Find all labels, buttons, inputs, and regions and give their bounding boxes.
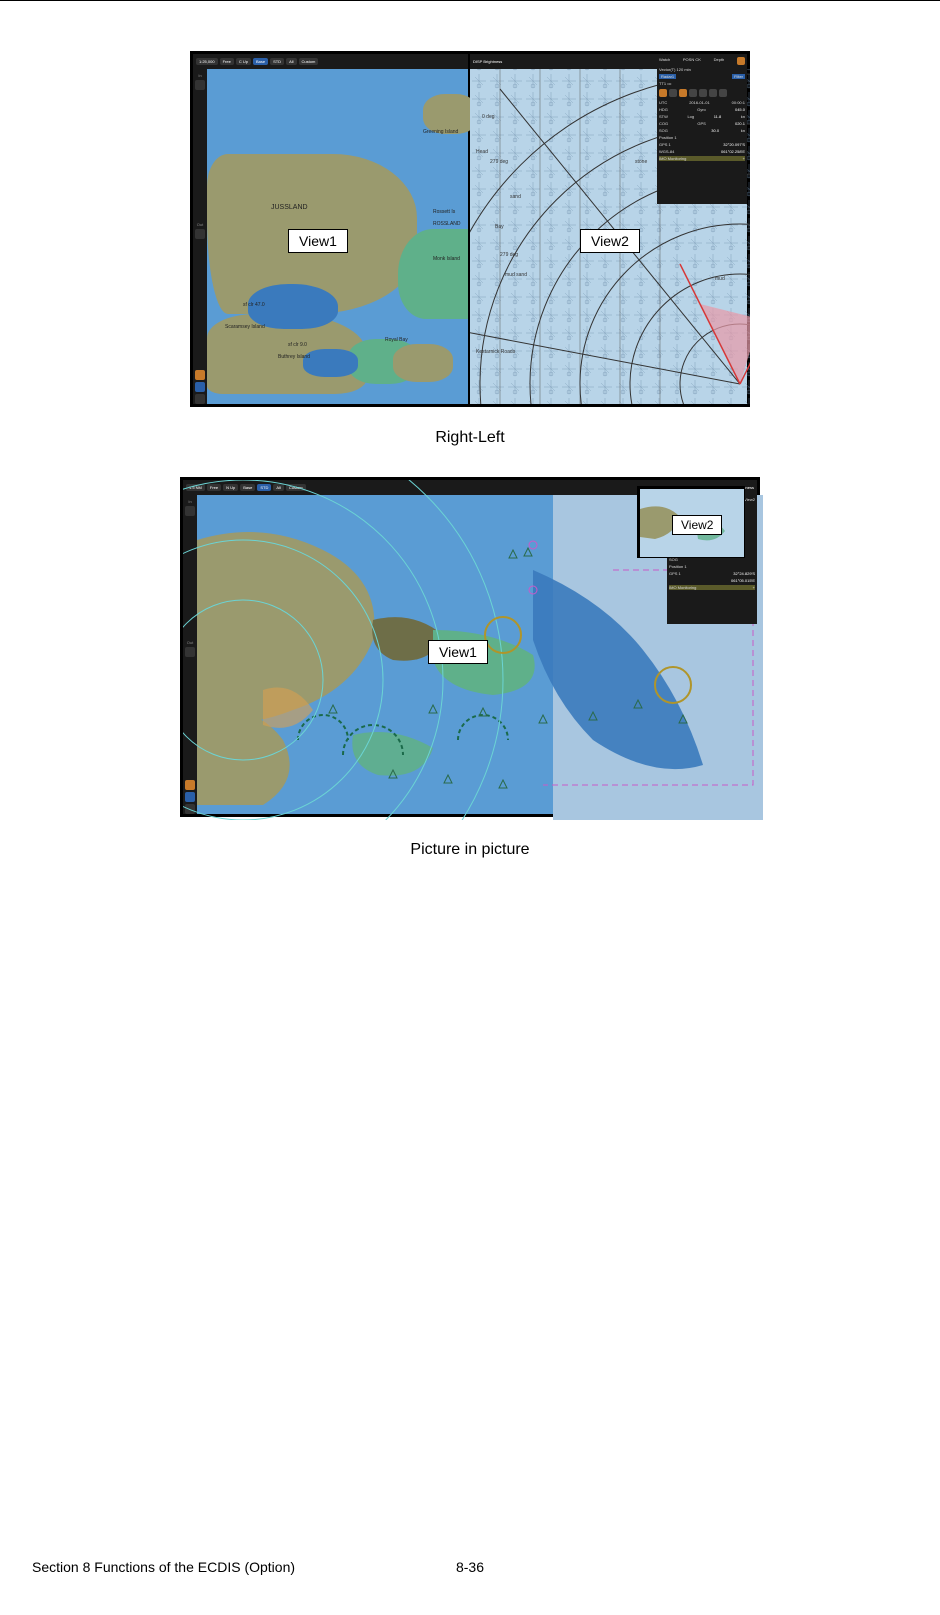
pip-gps[interactable]: GPS 1 xyxy=(669,571,681,576)
posnchk-label[interactable]: POSN CK xyxy=(683,57,701,65)
label-depth2: sf clr 9.0 xyxy=(288,342,307,348)
figure1-caption: Right-Left xyxy=(32,429,908,447)
view1-menubar: 1:25,000 Free C Up Base STD All Custom xyxy=(193,54,468,69)
cog-val: 020.1 xyxy=(735,121,745,126)
figure2-caption: Picture in picture xyxy=(32,841,908,859)
picture-in-picture-inset: View2 xyxy=(637,486,745,558)
menu-std[interactable]: STD xyxy=(270,58,284,65)
label-stone: stone xyxy=(635,159,647,165)
gps-lbl[interactable]: GPS 1 xyxy=(659,142,671,147)
label-sand1: sand xyxy=(510,194,521,200)
figure-right-left: 1:25,000 Free C Up Base STD All Custom I… xyxy=(190,51,750,407)
menu-free[interactable]: Free xyxy=(220,58,234,65)
label-depth1: sf clr 47.0 xyxy=(243,302,265,308)
time-value: 00:00:1 xyxy=(732,100,745,105)
mode-btn-1[interactable] xyxy=(659,89,667,97)
cog-lbl: COG xyxy=(659,121,668,126)
pip-position1: Position 1 xyxy=(669,564,687,569)
view2-label: View2 xyxy=(580,229,640,253)
label-rossett: Rossett Is xyxy=(433,209,455,215)
label-head: Head xyxy=(476,149,488,155)
label-greening: Greening Island xyxy=(423,129,458,135)
label-jussland: JUSSLAND xyxy=(271,204,308,211)
label-brg3: 0 deg xyxy=(482,114,495,120)
alert-icon[interactable] xyxy=(737,57,745,65)
label-scaramsey: Scaramsey Island xyxy=(225,324,265,330)
label-royal: Royal Bay xyxy=(385,337,408,343)
sog-unit: kn xyxy=(741,128,745,133)
menu-all[interactable]: All xyxy=(286,58,296,65)
pip-view2-label: View2 xyxy=(672,515,722,535)
label-mudsand: mud sand xyxy=(505,272,527,278)
scale-pill[interactable]: 1:25,000 xyxy=(196,58,218,65)
label-bay: Bay xyxy=(495,224,504,230)
pip-view2[interactable]: View2 xyxy=(744,497,755,502)
stw-unit: kn xyxy=(741,114,745,119)
shallow-east xyxy=(398,229,468,319)
label-monk: Monk Island xyxy=(433,256,460,262)
menu-custom[interactable]: Custom xyxy=(299,58,319,65)
zoom-out-icon[interactable] xyxy=(195,229,205,239)
pip-imo[interactable]: IMO Monitoring xyxy=(669,585,696,590)
tool-pencil-icon[interactable] xyxy=(195,370,205,380)
position1-lbl: Position 1 xyxy=(659,135,677,140)
wgs-lbl: WGS-84 xyxy=(659,149,674,154)
day-icon[interactable] xyxy=(709,89,717,97)
filter-toggle[interactable]: Filter xyxy=(732,74,745,79)
stw-src[interactable]: Log xyxy=(687,114,694,119)
mode-btn-2[interactable] xyxy=(669,89,677,97)
menu-base[interactable]: Base xyxy=(253,58,268,65)
hdg-val: 045.0 xyxy=(735,107,745,112)
figure-pip: 1.5 NM Free N Up Base STD All Custom DIS… xyxy=(180,477,760,817)
panel-icon[interactable] xyxy=(699,89,707,97)
night-icon[interactable] xyxy=(719,89,727,97)
land-royal xyxy=(393,344,453,382)
view1-sidebar: In Out xyxy=(193,69,207,404)
label-mud: mud xyxy=(715,276,725,282)
radar1-toggle[interactable]: Radar1 xyxy=(659,74,676,79)
label-ros: ROSSLAND xyxy=(433,221,461,227)
figure1-right-panel: DISP Brightness Watch POSN CK Depth Vector… xyxy=(470,54,747,404)
disp-brightness-label[interactable]: DISP Brightness xyxy=(473,59,502,64)
tool-misc-icon[interactable] xyxy=(195,394,205,404)
pip-view1-label: View1 xyxy=(428,640,488,664)
stw-lbl: STW xyxy=(659,114,668,119)
sidebar-in[interactable]: In xyxy=(198,73,201,78)
footer-page: 8-36 xyxy=(456,1559,484,1575)
label-brg1: 279 deg xyxy=(500,252,518,258)
page-footer: Section 8 Functions of the ECDIS (Option… xyxy=(32,1559,908,1575)
label-kestarnick: Kestarnick Roads xyxy=(476,349,515,355)
sog-lbl: SOG xyxy=(659,128,668,133)
sun-icon[interactable] xyxy=(689,89,697,97)
pip-lat: 32°24.829'S xyxy=(733,571,755,576)
imo-lbl[interactable]: IMO Monitoring xyxy=(659,156,686,161)
view2-info-panel: Watch POSN CK Depth Vector(T) 120 min Rada… xyxy=(657,54,747,204)
figure1-left-panel: 1:25,000 Free C Up Base STD All Custom I… xyxy=(193,54,470,404)
label-buthrey: Buthrey Island xyxy=(278,354,310,360)
sidebar-out[interactable]: Out xyxy=(197,222,203,227)
hdg-lbl: HDG xyxy=(659,107,668,112)
hdg-src[interactable]: Gyro xyxy=(697,107,706,112)
tt1-label[interactable]: TT1 ••• xyxy=(659,81,671,86)
vector-label: Vector(T) 120 min xyxy=(659,67,691,72)
date-value: 2016-01-01 xyxy=(689,100,709,105)
pip-lon: 061°05.015'E xyxy=(731,578,755,583)
view1-label: View1 xyxy=(288,229,348,253)
stw-val: 11.8 xyxy=(714,114,722,119)
tool-cursor-icon[interactable] xyxy=(195,382,205,392)
watch-label[interactable]: Watch xyxy=(659,57,670,65)
utc-label: UTC xyxy=(659,100,667,105)
mode-btn-3[interactable] xyxy=(679,89,687,97)
menu-cup[interactable]: C Up xyxy=(236,58,251,65)
label-brg2: 279 deg xyxy=(490,159,508,165)
zoom-in-icon[interactable] xyxy=(195,80,205,90)
sog-val: 30.0 xyxy=(711,128,719,133)
cog-src[interactable]: GPS xyxy=(697,121,705,126)
footer-section: Section 8 Functions of the ECDIS (Option… xyxy=(32,1559,295,1575)
lon-val: 061°02.258'E xyxy=(721,149,745,154)
depth-label[interactable]: Depth xyxy=(714,57,725,65)
lat-val: 32°20.097'S xyxy=(723,142,745,147)
deep-buthrey-gap xyxy=(303,349,358,377)
